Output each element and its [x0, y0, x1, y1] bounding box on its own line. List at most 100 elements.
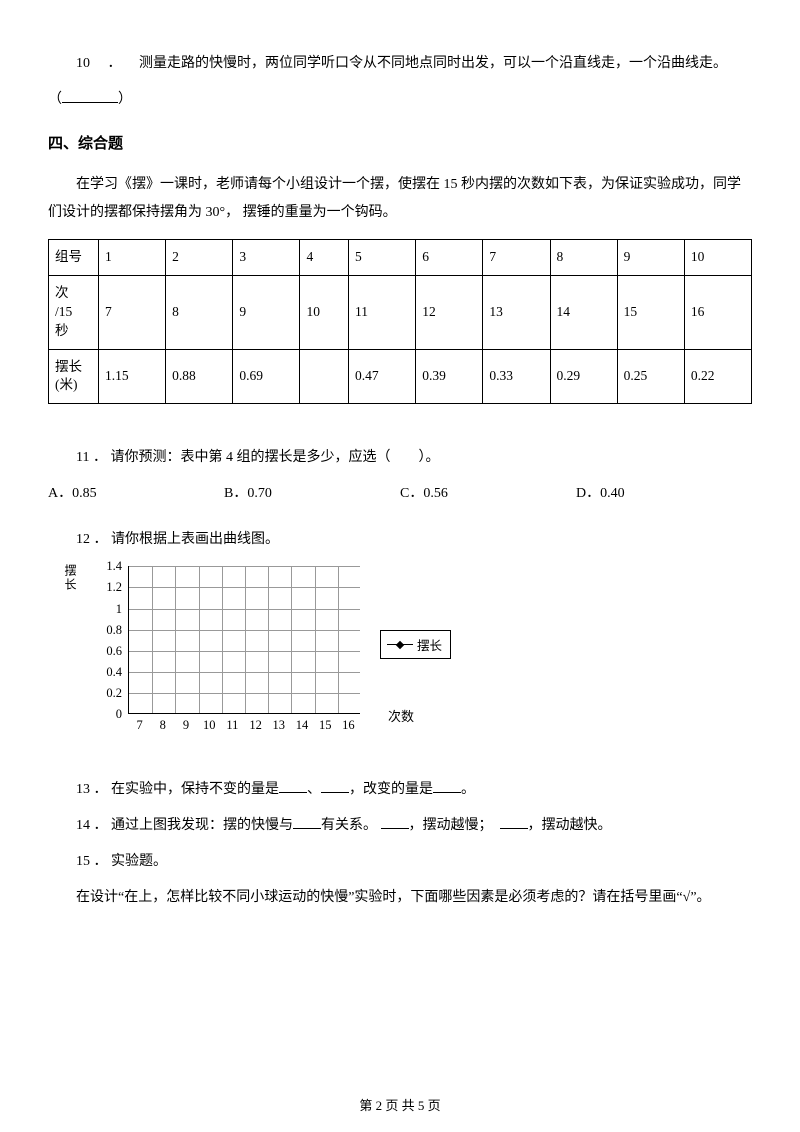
table-row-counts: 次 /15 秒 7 8 9 10 11 12 13 14 15 16 [49, 275, 752, 349]
hdr-l3: 秒 [55, 323, 69, 338]
q13-blank-3[interactable] [433, 779, 461, 793]
row-header-length: 摆长 (米) [49, 349, 99, 404]
question-14: 14 ． 通过上图我发现：摆的快慢与 有关系。 ，摆动越慢； ，摆动越快。 [48, 812, 752, 840]
hdr-l2: /15 [55, 304, 72, 319]
table-cell: 0.69 [233, 349, 300, 404]
x-tick-label: 8 [160, 718, 166, 733]
q15-num: 15 [76, 854, 90, 869]
table-row-group: 组号 1 2 3 4 5 6 7 8 9 10 [49, 240, 752, 276]
table-cell: 8 [166, 275, 233, 349]
q11-num: 11 [76, 450, 89, 465]
question-13: 13 ． 在实验中，保持不变的量是、，改变的量是。 [48, 776, 752, 804]
row-header-counts: 次 /15 秒 [49, 275, 99, 349]
q11-opt-d[interactable]: D．0.40 [576, 480, 752, 508]
q13-p3: 。 [461, 782, 475, 797]
table-cell: 1.15 [99, 349, 166, 404]
x-tick-label: 9 [183, 718, 189, 733]
table-cell: 15 [617, 275, 684, 349]
table-cell: 1 [99, 240, 166, 276]
y-tick-label: 0.4 [106, 666, 122, 679]
table-cell [300, 349, 349, 404]
table-cell: 0.25 [617, 349, 684, 404]
legend-marker-icon [387, 644, 413, 645]
q14-p0: 通过上图我发现：摆的快慢与 [111, 818, 293, 833]
table-cell: 10 [300, 275, 349, 349]
q12-dot: ． [94, 532, 108, 547]
q11-opt-b[interactable]: B．0.70 [224, 480, 400, 508]
q14-num: 14 [76, 818, 90, 833]
q13-blank-1[interactable] [279, 779, 307, 793]
paren-open: （ [48, 92, 62, 107]
x-tick-label: 12 [249, 718, 262, 733]
table-cell: 16 [684, 275, 751, 349]
q13-blank-2[interactable] [321, 779, 349, 793]
table-cell: 0.22 [684, 349, 751, 404]
q11-opt-a[interactable]: A．0.85 [48, 480, 224, 508]
question-10: 10 ． 测量走路的快慢时，两位同学听口令从不同地点同时出发，可以一个沿直线走，… [48, 50, 752, 78]
y-tick-label: 0 [116, 708, 122, 721]
q15-text: 实验题。 [111, 854, 167, 869]
y-tick-label: 1.4 [106, 560, 122, 573]
table-cell: 2 [166, 240, 233, 276]
row-header-group: 组号 [49, 240, 99, 276]
q13-p0: 在实验中，保持不变的量是 [111, 782, 279, 797]
q13-dot: ． [94, 782, 108, 797]
table-cell: 7 [99, 275, 166, 349]
table-cell: 13 [483, 275, 550, 349]
table-cell: 3 [233, 240, 300, 276]
table-cell: 11 [349, 275, 416, 349]
table-cell: 0.88 [166, 349, 233, 404]
q10-num: 10 [76, 56, 90, 71]
x-tick-label: 14 [296, 718, 309, 733]
q13-num: 13 [76, 782, 90, 797]
table-cell: 9 [617, 240, 684, 276]
table-cell: 6 [416, 240, 483, 276]
x-tick-label: 13 [273, 718, 286, 733]
x-tick-label: 11 [226, 718, 238, 733]
table-cell: 4 [300, 240, 349, 276]
q14-p1: 有关系。 [321, 818, 377, 833]
section-4-heading: 四、综合题 [48, 132, 752, 153]
y-tick-label: 1.2 [106, 581, 122, 594]
hdr-l1: 次 [55, 285, 69, 300]
table-cell: 8 [550, 240, 617, 276]
x-tick-label: 7 [136, 718, 142, 733]
hdr-len-l2: (米) [55, 377, 78, 392]
q15-body: 在设计“在上，怎样比较不同小球运动的快慢”实验时，下面哪些因素是必须考虑的？请在… [48, 884, 752, 912]
q10-blank[interactable] [62, 89, 118, 103]
intro-paragraph: 在学习《摆》一课时，老师请每个小组设计一个摆，使摆在 15 秒内摆的次数如下表，… [48, 171, 752, 227]
q10-answer-paren: （） [48, 86, 752, 114]
table-cell: 0.47 [349, 349, 416, 404]
y-axis-label: 摆长 [62, 564, 79, 592]
q14-blank-3[interactable] [500, 815, 528, 829]
page-footer: 第 2 页 共 5 页 [0, 1095, 800, 1114]
q14-blank-2[interactable] [381, 815, 409, 829]
chart-legend: 摆长 [380, 630, 451, 659]
table-cell: 5 [349, 240, 416, 276]
q13-p2: ，改变的量是 [349, 782, 433, 797]
blank-chart: 摆长 1.41.210.80.60.40.20 7891011121314151… [92, 562, 472, 752]
q11-opt-c[interactable]: C．0.56 [400, 480, 576, 508]
pendulum-table: 组号 1 2 3 4 5 6 7 8 9 10 次 /15 秒 7 8 9 10… [48, 239, 752, 404]
q12-num: 12 [76, 532, 90, 547]
hdr-len-l1: 摆长 [55, 359, 82, 374]
q10-dot: ． [108, 56, 122, 71]
q14-dot: ． [94, 818, 108, 833]
table-cell: 12 [416, 275, 483, 349]
y-tick-label: 0.2 [106, 687, 122, 700]
q11-dot: ． [93, 450, 107, 465]
q10-text: 测量走路的快慢时，两位同学听口令从不同地点同时出发，可以一个沿直线走，一个沿曲线… [139, 56, 727, 71]
q11-options: A．0.85 B．0.70 C．0.56 D．0.40 [48, 480, 752, 508]
y-tick-label: 0.6 [106, 645, 122, 658]
table-cell: 14 [550, 275, 617, 349]
question-11: 11 ． 请你预测：表中第 4 组的摆长是多少，应选（ ）。 [48, 444, 752, 472]
x-tick-label: 15 [319, 718, 332, 733]
y-tick-label: 0.8 [106, 624, 122, 637]
table-cell: 0.29 [550, 349, 617, 404]
table-cell: 0.39 [416, 349, 483, 404]
q14-blank-1[interactable] [293, 815, 321, 829]
q14-p3: ，摆动越快。 [528, 818, 612, 833]
chart-plot-area[interactable] [128, 566, 360, 714]
q14-p2: ，摆动越慢； [409, 818, 493, 833]
legend-label: 摆长 [417, 635, 442, 654]
